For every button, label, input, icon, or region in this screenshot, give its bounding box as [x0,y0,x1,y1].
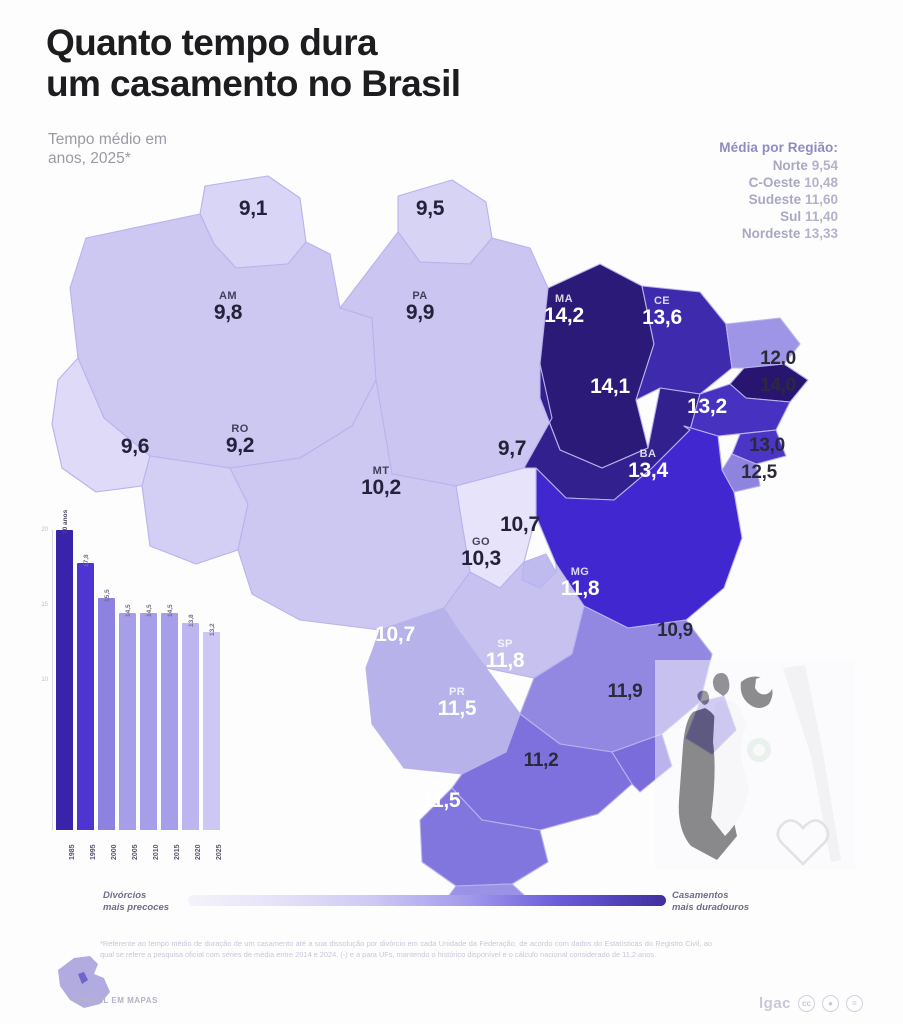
chart-bar-value: 17,8 [83,554,90,567]
legend-caption-right: Casamentos mais duradouros [672,890,750,914]
region-average-row: Sul 11,40 [719,208,838,225]
region-name: C-Oeste [748,175,801,190]
region-value: 11,40 [804,209,838,224]
chart-bar-value: 14,5 [146,603,153,617]
map-region-sc[interactable] [434,883,536,898]
legend-caption-left: Divórcios mais precoces [103,890,170,914]
region-average-row: Sudeste 11,60 [719,191,838,208]
chart-x-label: 1985 [69,844,76,860]
chart-y-axis [52,530,53,830]
map-region-se[interactable] [721,453,761,493]
chart-bar[interactable] [77,563,94,830]
chart-x-label: 2015 [174,844,181,860]
nd-icon: = [846,995,863,1012]
chart-bar[interactable] [161,612,178,830]
historical-bar-chart: 20 anos 1985 17,8 1995 15,5 2000 14,5 2005 14,5 2… [41,510,252,870]
chart-x-label: 2010 [153,844,160,860]
chart-bar[interactable] [203,632,220,830]
credits-bar: lgac cc ● = [759,995,863,1012]
region-average-row: Nordeste 13,33 [719,225,838,242]
region-name: Norte [772,158,808,173]
region-average-row: C-Oeste 10,48 [719,174,838,191]
cc-icon: cc [798,995,815,1012]
region-value: 9,54 [811,158,838,173]
region-name: Nordeste [741,226,801,241]
page-subtitle: Tempo médio em anos, 2025* [48,131,167,167]
map-region-sp[interactable] [451,713,633,831]
region-value: 10,48 [804,175,838,190]
chart-bar[interactable] [56,530,73,830]
brasil-em-mapas-logo-icon [58,956,110,1008]
page-title: Quanto tempo dura um casamento no Brasil [46,22,461,105]
brand-name: BRASIL EM MAPAS [76,996,158,1005]
chart-y-tick: 15 [41,602,48,608]
region-name: Sudeste [748,192,802,207]
chart-bar-value: 13,2 [209,623,216,636]
region-value: 13,33 [804,226,838,241]
chart-bar[interactable] [119,612,136,830]
credit-handle: lgac [758,995,791,1012]
chart-x-label: 2025 [216,844,223,860]
region-value: 11,60 [804,192,838,207]
map-region-rn[interactable] [725,317,801,369]
map-svg [51,175,809,898]
chart-bar-value: 15,5 [104,588,111,602]
chart-x-label: 1995 [90,844,97,860]
color-scale-legend [188,895,666,906]
chart-x-label: 2020 [195,844,202,860]
chart-bar[interactable] [182,623,199,830]
footnote-text: *Referente ao tempo médio de duração de … [100,939,712,960]
chart-y-tick: 20 [41,527,48,533]
by-icon: ● [822,995,839,1012]
region-average-row: Norte 9,54 [719,157,838,174]
chart-bar-value: 20 anos [62,509,69,534]
chart-x-label: 2000 [111,844,118,860]
region-averages-box: Média por Região: Norte 9,54 C-Oeste 10,4… [719,140,838,242]
map-region-mt[interactable] [229,379,471,631]
chart-bar[interactable] [98,597,115,830]
region-averages-title: Média por Região: [719,140,838,155]
map-region-ac[interactable] [51,357,151,493]
region-name: Sul [780,209,802,224]
map-region-ma[interactable] [539,263,655,469]
chart-x-label: 2005 [132,844,139,860]
wedding-couple-photo [655,660,855,870]
chart-y-tick: 10 [41,677,48,683]
chart-bar-value: 14,5 [167,603,174,617]
chart-bar-value: 14,5 [125,603,132,617]
map-region-al[interactable] [731,429,787,465]
chart-bar[interactable] [140,612,157,830]
chart-bar-value: 13,8 [188,614,195,627]
